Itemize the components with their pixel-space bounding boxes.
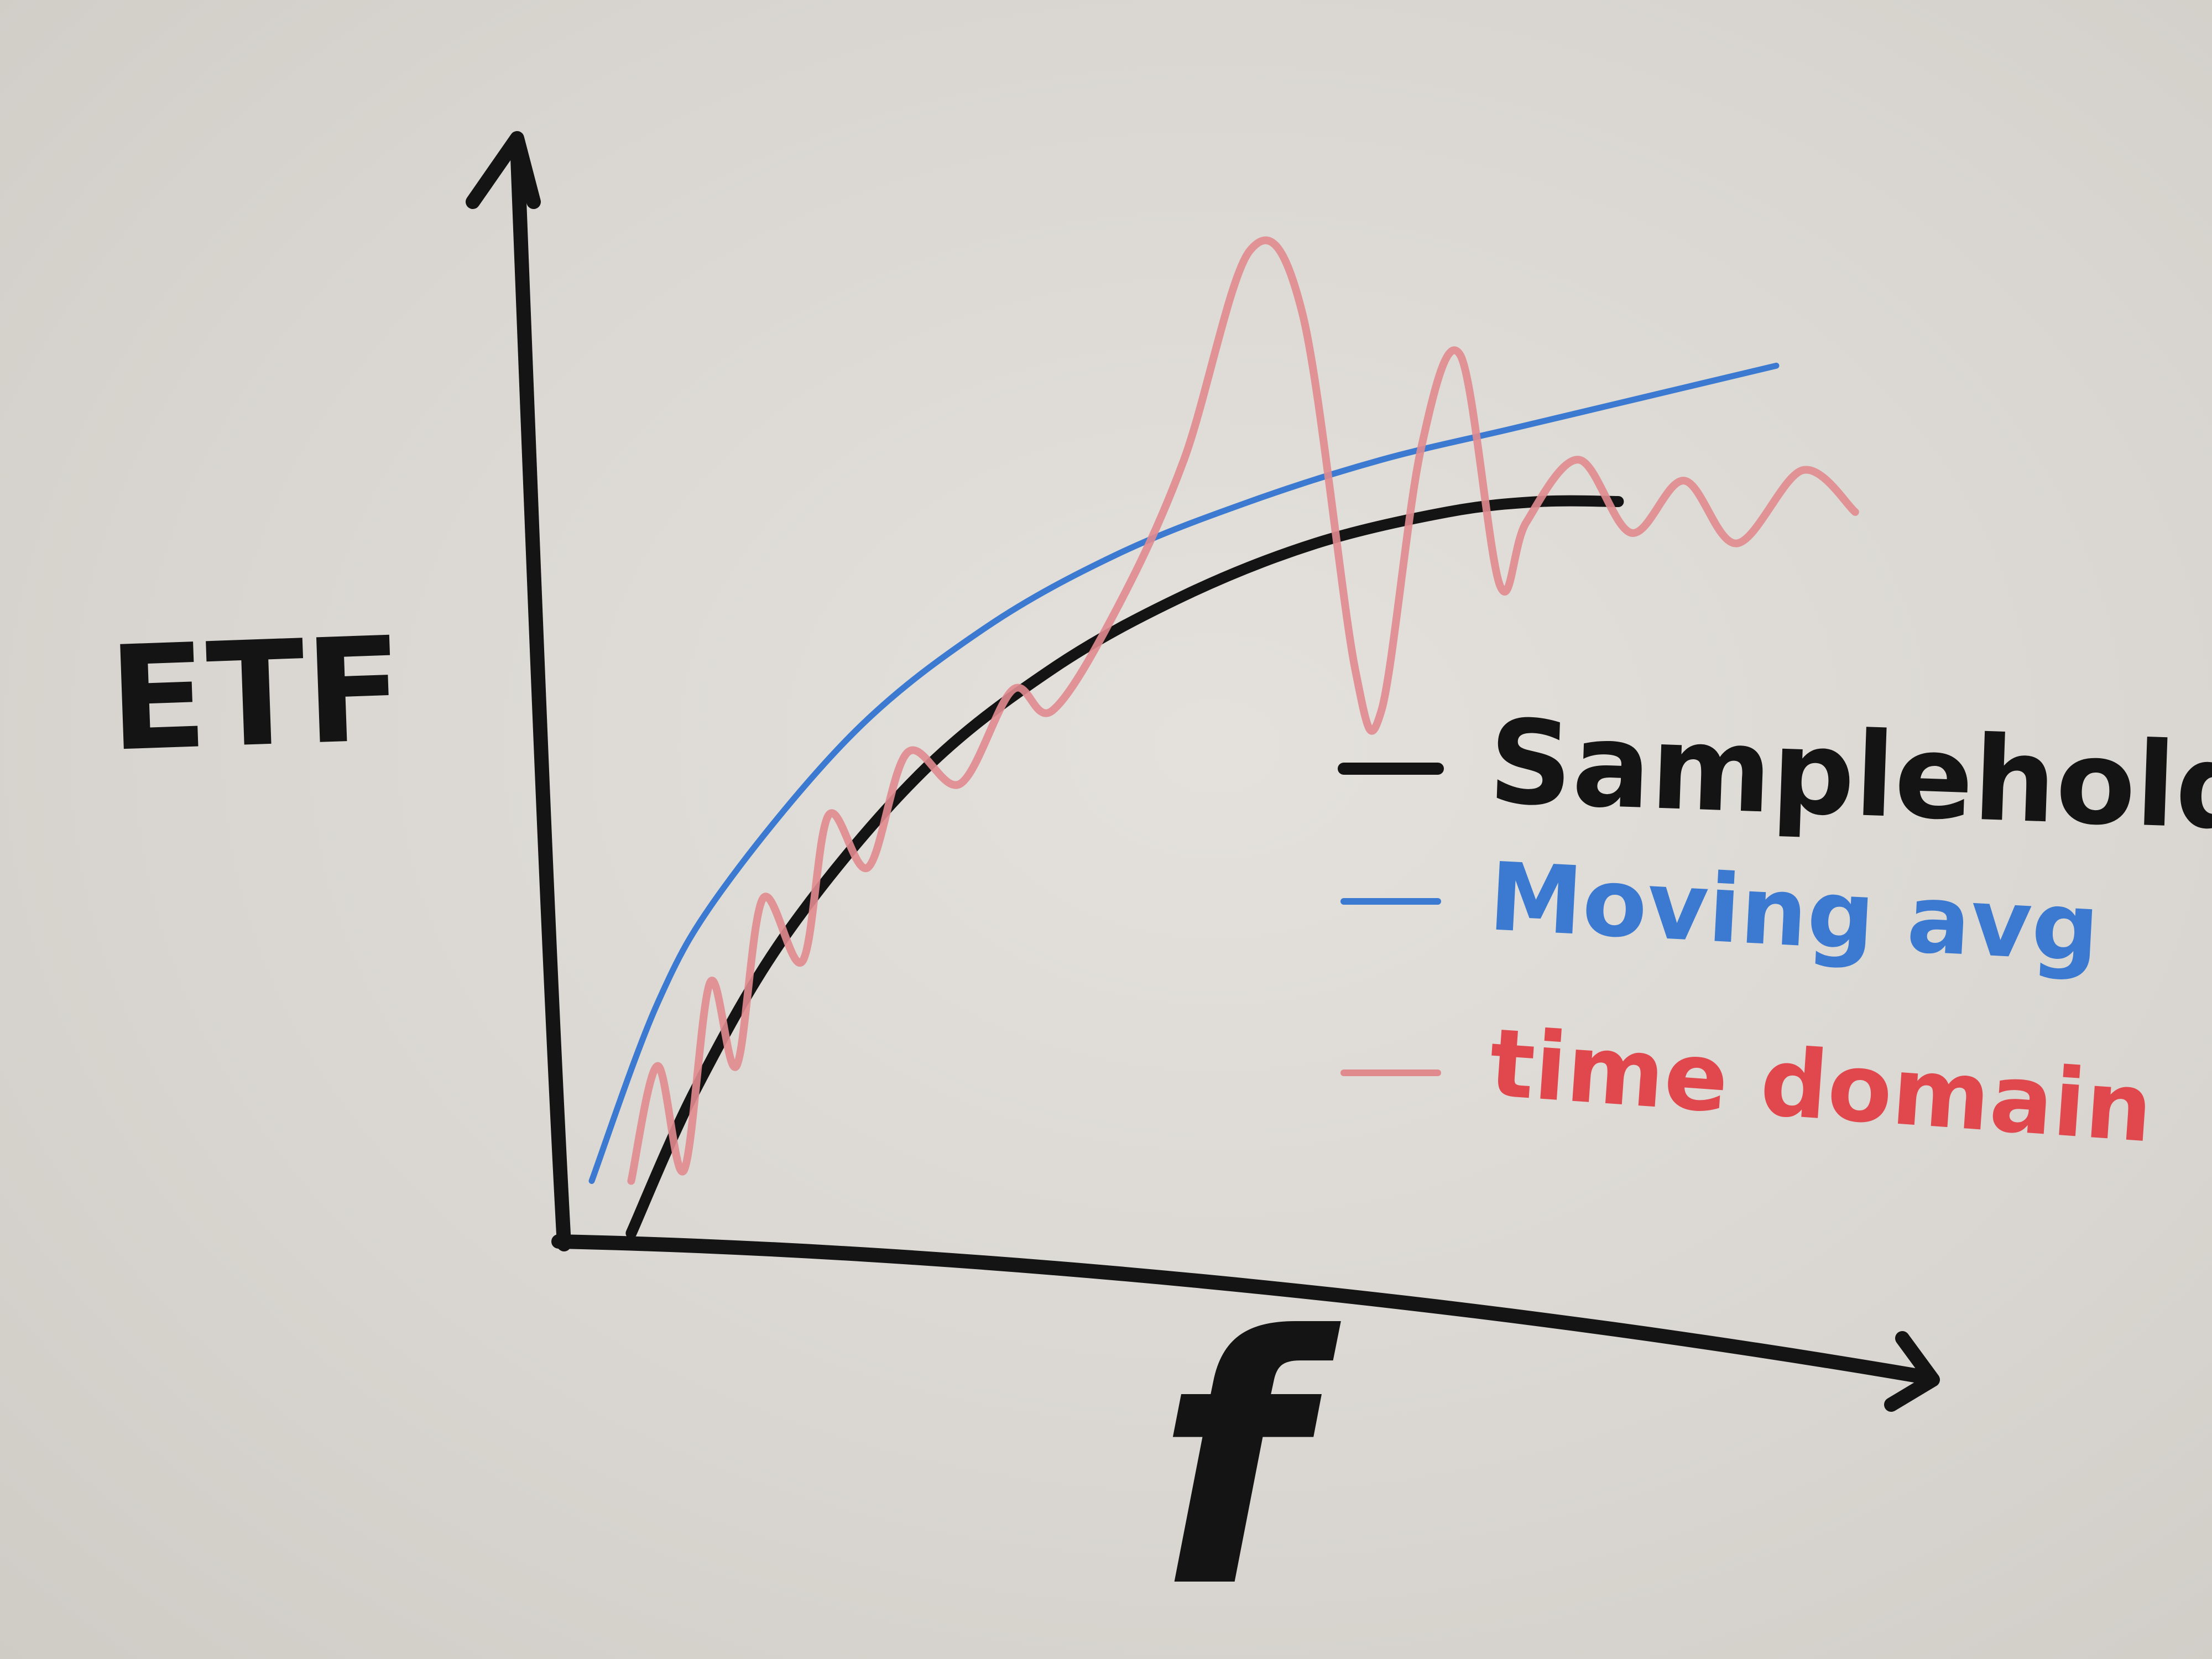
series-line-moving-avg bbox=[588, 362, 1780, 1184]
series-layer bbox=[588, 236, 1859, 1239]
y-axis-arrowhead bbox=[466, 131, 541, 209]
x-axis-arrowhead bbox=[1884, 1331, 1940, 1412]
legend-label-time-domain: time domain bbox=[1486, 1008, 2156, 1164]
y-axis-line bbox=[510, 137, 571, 1251]
x-axis-line bbox=[551, 1234, 1932, 1384]
x-axis-label: f bbox=[1156, 1264, 1343, 1659]
axes bbox=[466, 131, 1940, 1412]
y-axis-label: ETF bbox=[106, 607, 406, 784]
legend-label-moving-avg: Moving avg bbox=[1486, 842, 2102, 984]
series-line-time-domain bbox=[627, 236, 1859, 1185]
legend-label-samplehold: Samplehold bbox=[1486, 694, 2212, 856]
series-line-samplehold bbox=[625, 495, 1624, 1239]
